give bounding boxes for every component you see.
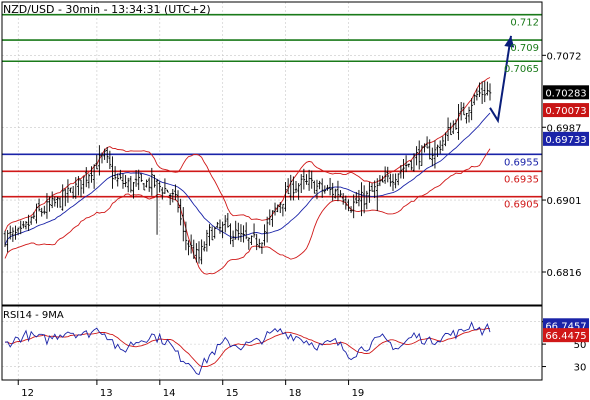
chart-title: NZD/USD - 30min - 13:34:31 (UTC+2)	[3, 3, 211, 16]
time-tick-label: 12	[21, 388, 34, 399]
grid-lines	[2, 2, 542, 380]
price-tick-label: 0.6901	[547, 196, 582, 207]
price-badge-mid	[543, 103, 589, 118]
level-label-resistance: 0.712	[510, 18, 539, 29]
rsi-ma-value-badge	[543, 328, 589, 343]
price-badge-low	[543, 131, 589, 146]
rsi-tick-label: 30	[574, 363, 587, 374]
rsi-value-label: 66.7457	[545, 321, 586, 332]
price-badges: 0.70283 0.70073 0.69733	[543, 85, 589, 146]
level-labels: 0.712 0.709 0.7065 0.6955 0.6935 0.6905	[504, 18, 539, 211]
rsi-series	[4, 321, 491, 376]
price-tick-label: 0.6816	[547, 268, 582, 279]
moving-average	[4, 112, 491, 246]
rsi-tick-label: 50	[574, 340, 587, 351]
time-tick-label: 19	[352, 388, 365, 399]
level-label-support: 0.6935	[504, 174, 539, 185]
price-badge-label-price: 0.70283	[545, 88, 586, 99]
level-label-resistance: 0.709	[510, 43, 539, 54]
moving-average-line	[4, 112, 491, 246]
price-candles	[3, 81, 492, 265]
projection-path	[489, 35, 512, 124]
price-badge-label-mid: 0.70073	[545, 106, 586, 117]
price-panel-frame	[1, 1, 543, 306]
time-tick-label: 18	[289, 388, 302, 399]
time-tick-label: 13	[100, 388, 113, 399]
bollinger-lower	[4, 148, 491, 275]
level-label-support: 0.6905	[504, 200, 539, 211]
price-axis-ticks: 0.7072 0.6987 0.6901 0.6816	[542, 51, 582, 279]
price-tick-label: 0.7072	[547, 51, 582, 62]
rsi-ma-value-label: 66.4475	[545, 331, 586, 342]
time-tick-label: 14	[163, 388, 176, 399]
price-badge-price	[543, 85, 589, 100]
projection-arrowhead	[504, 35, 515, 48]
price-tick-label: 0.6987	[547, 123, 582, 134]
rsi-ma-line	[4, 328, 491, 368]
level-label-resistance: 0.7065	[504, 64, 539, 75]
chart-frame	[1, 1, 543, 381]
level-lines	[2, 13, 542, 198]
price-badge-label-low: 0.69733	[545, 135, 586, 146]
time-tick-label: 15	[226, 388, 239, 399]
projection-arrow	[489, 35, 515, 124]
level-label-pivot: 0.6955	[504, 157, 539, 168]
rsi-line	[4, 321, 491, 376]
rsi-panel-frame	[1, 305, 543, 381]
time-axis-ticks: 12 13 14 15 18 19	[17, 380, 365, 399]
rsi-title: RSI14 - 9MA	[3, 310, 64, 321]
